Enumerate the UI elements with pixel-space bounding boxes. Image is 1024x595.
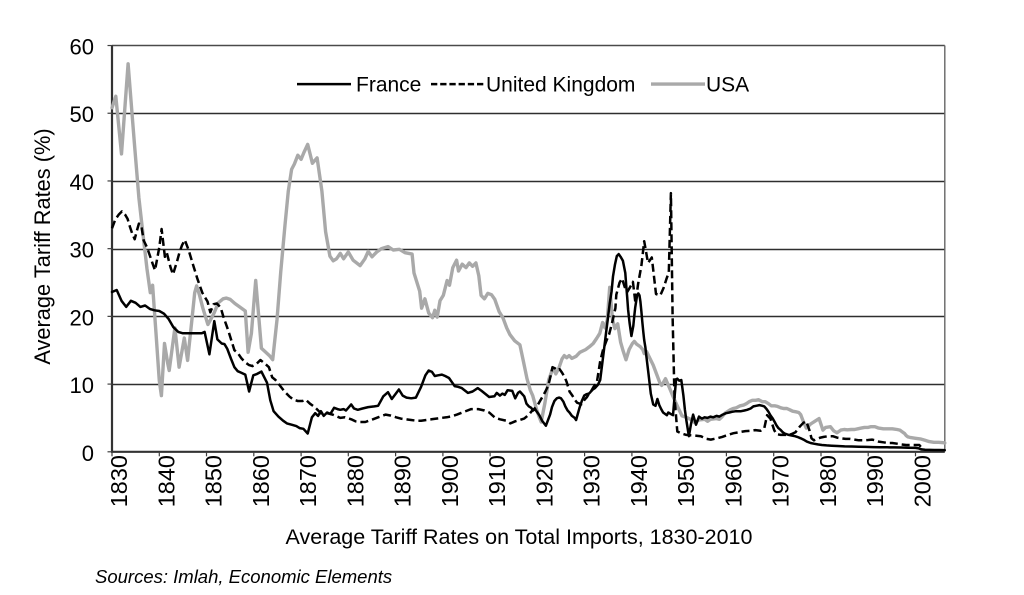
svg-text:1970: 1970 xyxy=(768,455,794,507)
svg-text:1860: 1860 xyxy=(248,455,274,507)
svg-text:France: France xyxy=(356,74,421,97)
svg-text:1880: 1880 xyxy=(342,455,368,507)
svg-text:1830: 1830 xyxy=(106,455,132,507)
svg-text:1950: 1950 xyxy=(673,455,699,507)
svg-text:60: 60 xyxy=(70,35,94,60)
svg-text:1940: 1940 xyxy=(626,455,652,507)
svg-text:0: 0 xyxy=(82,441,94,466)
svg-text:Average Tariff Rates on Total: Average Tariff Rates on Total Imports, 1… xyxy=(286,525,753,549)
svg-text:30: 30 xyxy=(70,238,94,263)
svg-text:1850: 1850 xyxy=(201,455,227,507)
svg-text:1890: 1890 xyxy=(390,455,416,507)
svg-text:1930: 1930 xyxy=(579,455,605,507)
svg-text:1900: 1900 xyxy=(437,455,463,507)
svg-text:20: 20 xyxy=(70,305,94,330)
svg-text:10: 10 xyxy=(70,373,94,398)
svg-text:1910: 1910 xyxy=(484,455,510,507)
svg-text:50: 50 xyxy=(70,102,94,127)
svg-text:1980: 1980 xyxy=(815,455,841,507)
svg-text:1840: 1840 xyxy=(153,455,179,507)
svg-text:2000: 2000 xyxy=(910,455,936,507)
svg-text:Sources: Imlah, Economic Eleme: Sources: Imlah, Economic Elements xyxy=(95,566,392,587)
svg-text:1960: 1960 xyxy=(720,455,746,507)
svg-text:40: 40 xyxy=(70,170,94,195)
svg-text:United Kingdom: United Kingdom xyxy=(486,74,635,97)
svg-text:1870: 1870 xyxy=(295,455,321,507)
svg-text:USA: USA xyxy=(706,74,749,97)
svg-text:1990: 1990 xyxy=(862,455,888,507)
svg-text:1920: 1920 xyxy=(531,455,557,507)
svg-text:Average Tariff Rates (%): Average Tariff Rates (%) xyxy=(30,128,55,364)
